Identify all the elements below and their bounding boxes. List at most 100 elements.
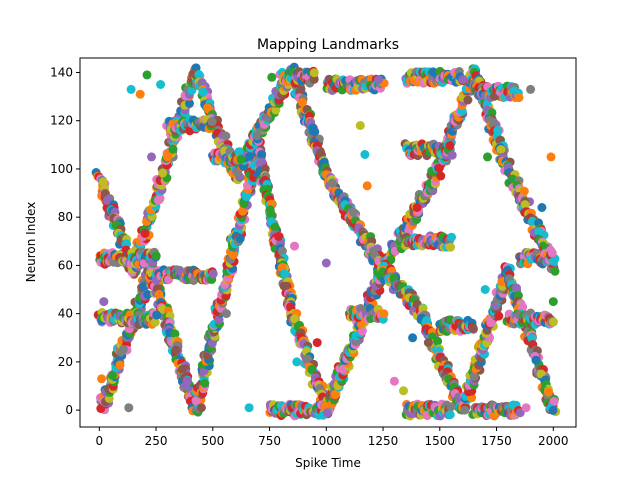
spike-point [355, 121, 365, 130]
spike-point [537, 203, 547, 212]
spike-point [546, 152, 556, 162]
spike-point [469, 372, 479, 381]
spike-point [208, 269, 218, 279]
spike-point [480, 285, 490, 294]
spike-point [379, 309, 389, 319]
spike-point [281, 281, 291, 291]
spike-point [496, 145, 506, 155]
spike-point [260, 164, 270, 174]
spike-point [150, 317, 160, 327]
spike-point [168, 144, 178, 154]
spike-point [244, 403, 254, 413]
spike-points [91, 62, 561, 421]
spike-point [548, 297, 558, 307]
spike-point [521, 403, 531, 413]
spike-point [266, 210, 276, 219]
x-tick-label: 2000 [538, 434, 569, 448]
spike-point [234, 147, 244, 157]
spike-point [519, 186, 529, 196]
spike-point [158, 168, 168, 178]
spike-point [207, 117, 217, 127]
y-tick-label: 120 [50, 114, 73, 128]
y-axis: 0 20 40 60 80 100 120 140 [50, 65, 80, 417]
spike-point [290, 241, 299, 251]
spike-point [257, 150, 267, 159]
spike-point [181, 381, 191, 391]
y-tick-label: 80 [58, 210, 73, 224]
spike-point [277, 246, 287, 256]
spike-point [550, 266, 560, 276]
plot-frame [79, 57, 577, 428]
spike-point [239, 199, 249, 208]
spike-point [520, 200, 530, 210]
spike-point [349, 207, 358, 217]
spike-point [408, 333, 418, 343]
spike-point [99, 297, 109, 307]
y-tick-label: 60 [58, 258, 73, 272]
spike-point [312, 338, 322, 348]
spike-point [463, 95, 473, 105]
spike-point [245, 151, 255, 161]
spike-point [147, 152, 156, 162]
spike-point [162, 152, 172, 162]
spike-point [434, 163, 444, 173]
spike-point [194, 70, 204, 79]
spike-point [152, 310, 162, 320]
spike-point [143, 290, 153, 299]
spike-point [151, 251, 161, 261]
x-tick-label: 1750 [481, 434, 512, 448]
y-tick-label: 20 [58, 355, 73, 369]
spike-point [494, 311, 504, 321]
spike-point [423, 338, 433, 348]
spike-point [483, 152, 492, 162]
spike-point [468, 323, 478, 333]
spike-point [274, 232, 284, 241]
spike-point [97, 374, 107, 384]
spike-point [200, 378, 210, 388]
spike-point [118, 344, 128, 354]
x-tick-label: 1500 [425, 434, 456, 448]
y-tick-label: 40 [58, 307, 73, 321]
spike-point [102, 195, 112, 205]
spike-point [140, 228, 150, 238]
x-axis: 0 250 500 750 1000 1250 1500 1750 2000 [95, 427, 569, 448]
spike-point [512, 283, 521, 293]
spike-point [298, 98, 307, 107]
x-axis-label: Spike Time [295, 456, 361, 470]
spike-point [177, 365, 187, 374]
spike-point [327, 178, 337, 188]
spike-point [170, 329, 180, 339]
spike-point [196, 403, 206, 413]
spike-point [531, 355, 541, 365]
spike-point [321, 258, 331, 268]
spike-point [514, 93, 524, 103]
spike-point [221, 131, 231, 141]
y-axis-label: Neuron Index [24, 202, 38, 282]
spike-point [548, 405, 558, 415]
spike-point [445, 141, 455, 150]
spike-point [307, 364, 317, 374]
spike-point [515, 408, 525, 418]
spike-point [135, 89, 145, 99]
spike-point [156, 80, 166, 89]
spike-point [460, 405, 470, 415]
spike-point [446, 242, 455, 252]
spike-point [115, 360, 125, 370]
spike-point [518, 302, 528, 312]
spike-point [267, 72, 277, 82]
spike-point [124, 403, 134, 413]
spike-point [389, 376, 399, 386]
spike-point [549, 396, 559, 406]
spike-point [547, 248, 557, 258]
spike-point [280, 269, 290, 279]
spike-point [458, 75, 468, 85]
spike-point [292, 357, 302, 367]
spike-point [549, 256, 559, 266]
spike-point [270, 222, 280, 232]
y-tick-label: 0 [65, 403, 73, 417]
spike-point [229, 250, 238, 260]
spike-point [126, 84, 136, 94]
y-tick-label: 100 [50, 162, 73, 176]
chart-title: Mapping Landmarks [257, 37, 399, 53]
